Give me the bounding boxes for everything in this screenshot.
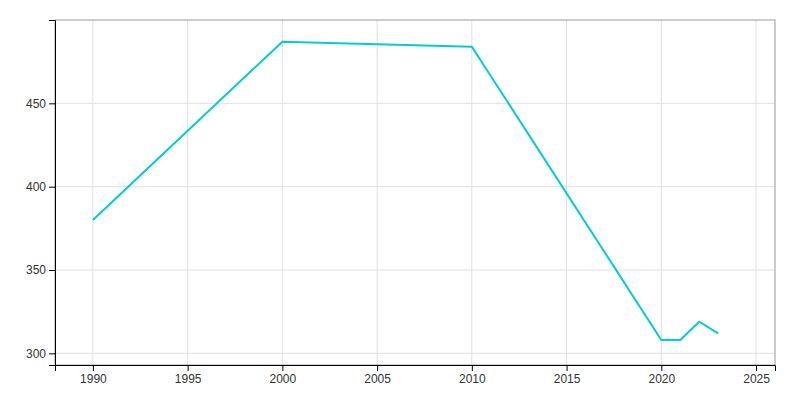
tick: 2025 [743, 365, 770, 386]
tick: 2000 [270, 365, 297, 386]
tick: 350 [26, 263, 55, 277]
tick-label: 1990 [80, 372, 107, 386]
grid [55, 20, 775, 365]
plot-frame [55, 20, 775, 365]
tick-mark [49, 187, 55, 188]
axis-line [56, 366, 776, 372]
tick: 2020 [648, 365, 675, 386]
tick-label: 300 [26, 347, 46, 361]
grid-line [471, 20, 472, 365]
tick-mark [49, 103, 55, 104]
grid-line [282, 20, 283, 365]
tick: 2010 [459, 365, 486, 386]
grid-line [661, 20, 662, 365]
tick-mark [661, 365, 662, 371]
tick-label: 2020 [648, 372, 675, 386]
tick-mark [472, 365, 473, 371]
tick-mark [93, 365, 94, 371]
tick: 1995 [175, 365, 202, 386]
tick: 2015 [554, 365, 581, 386]
grid-line [92, 20, 93, 365]
tick-label: 2025 [743, 372, 770, 386]
tick: 2005 [364, 365, 391, 386]
grid-line [187, 20, 188, 365]
y-axis: 300 350 400 450 [26, 21, 56, 366]
tick-label: 2000 [270, 372, 297, 386]
marks [93, 42, 718, 340]
tick-label: 2010 [459, 372, 486, 386]
tick-label: 2015 [554, 372, 581, 386]
tick-mark [756, 365, 757, 371]
tick-label: 2005 [364, 372, 391, 386]
tick-mark [188, 365, 189, 371]
tick-mark [49, 353, 55, 354]
tick: 450 [26, 97, 55, 111]
tick-label: 1995 [175, 372, 202, 386]
grid-line [55, 353, 775, 354]
tick-label: 450 [26, 97, 46, 111]
tick-mark [567, 365, 568, 371]
tick-label: 350 [26, 263, 46, 277]
tick: 1990 [80, 365, 107, 386]
grid-line [55, 103, 775, 104]
line [93, 42, 718, 340]
tick: 300 [26, 347, 55, 361]
tick-mark [377, 365, 378, 371]
grid-line [55, 270, 775, 271]
grid-line [377, 20, 378, 365]
plot: 1990 1995 2000 2005 2010 2015 2020 2025 300 350 40… [26, 20, 776, 386]
tick: 400 [26, 180, 55, 194]
grid-line [55, 186, 775, 187]
grid-line [756, 20, 757, 365]
tick-mark [49, 270, 55, 271]
chart: 1990 1995 2000 2005 2010 2015 2020 2025 300 350 40… [0, 0, 800, 400]
axis-line [49, 21, 56, 366]
tick-mark [282, 365, 283, 371]
x-axis: 1990 1995 2000 2005 2010 2015 2020 2025 [56, 365, 776, 386]
tick-label: 400 [26, 180, 46, 194]
